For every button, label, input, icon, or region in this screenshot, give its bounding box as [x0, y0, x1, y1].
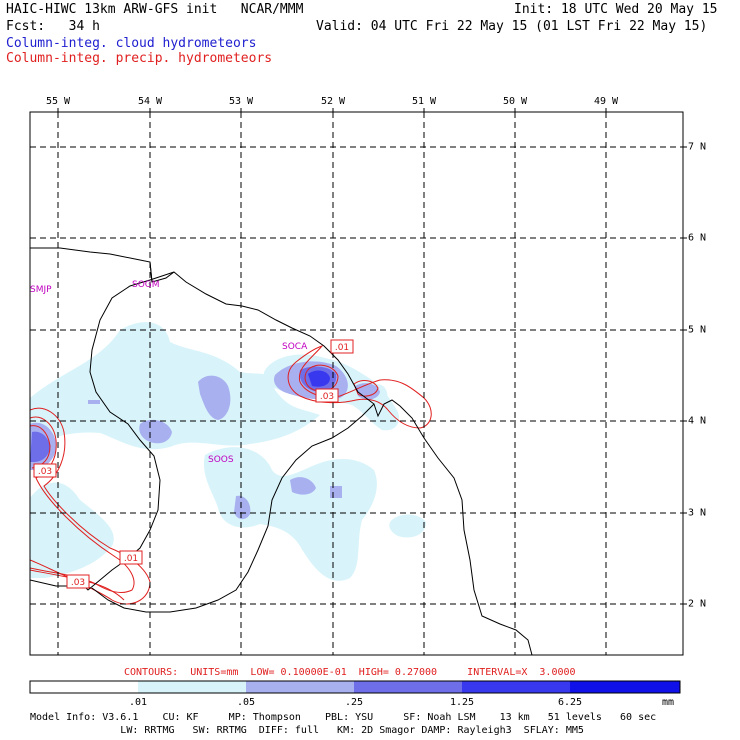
svg-text:.01: .01: [124, 554, 138, 564]
lat-label: 4 N: [688, 415, 707, 427]
contour-label: .03: [33, 463, 57, 478]
model-info-line1: Model Info: V3.6.1 CU: KF MP: Thompson P…: [30, 712, 657, 723]
contours-info: CONTOURS: UNITS=mm LOW= 0.10000E-01 HIGH…: [124, 667, 576, 678]
legend-precip: Column-integ. precip. hydrometeors: [6, 51, 273, 66]
svg-text:.01: .01: [335, 343, 349, 353]
contour-label: .03: [66, 574, 90, 589]
legend-cloud: Column-integ. cloud hydrometeors: [6, 36, 257, 51]
colorbar-tick: 1.25: [449, 697, 475, 708]
coastline: [30, 247, 533, 655]
lon-label: 51 W: [411, 96, 437, 107]
lat-label: 5 N: [688, 324, 707, 336]
colorbar: [29, 680, 681, 694]
colorbar-tick: .05: [236, 697, 256, 708]
model-title: HAIC-HIWC 13km ARW-GFS init NCAR/MMM: [6, 2, 304, 17]
contour-label: .03: [315, 388, 339, 403]
lon-label: 53 W: [228, 96, 254, 107]
contour-label: .01: [330, 339, 354, 354]
station-label: SOCA: [282, 342, 308, 352]
colorbar-tick: .25: [344, 697, 364, 708]
lon-label: 55 W: [45, 96, 71, 107]
station-label: SOOS: [208, 455, 234, 465]
colorbar-units: mm: [661, 697, 675, 708]
svg-text:.03: .03: [38, 467, 52, 477]
lat-lon-grid: [30, 112, 683, 655]
valid-time: Valid: 04 UTC Fri 22 May 15 (01 LST Fri …: [316, 19, 708, 34]
tick-marks: [57, 108, 687, 605]
init-time: Init: 18 UTC Wed 20 May 15: [514, 2, 718, 17]
colorbar-tick: 6.25: [557, 697, 583, 708]
colorbar-tick: .01: [128, 697, 148, 708]
svg-text:.03: .03: [71, 578, 85, 588]
model-info-line2: LW: RRTMG SW: RRTMG DIFF: full KM: 2D Sm…: [30, 725, 584, 736]
map-frame: [29, 111, 684, 656]
lon-label: 50 W: [502, 96, 528, 107]
lon-label: 49 W: [593, 96, 619, 107]
svg-text:.03: .03: [320, 392, 334, 402]
lon-label: 52 W: [320, 96, 346, 107]
contour-label: .01: [119, 550, 143, 565]
lat-label: 3 N: [688, 507, 707, 519]
station-label: SOGM: [132, 280, 160, 290]
forecast-hour: Fcst: 34 h: [6, 19, 100, 34]
lon-label: 54 W: [137, 96, 163, 107]
lat-label: 2 N: [688, 598, 707, 610]
station-label: SMJP: [30, 285, 52, 295]
lat-label: 7 N: [688, 141, 707, 153]
lat-label: 6 N: [688, 232, 707, 244]
